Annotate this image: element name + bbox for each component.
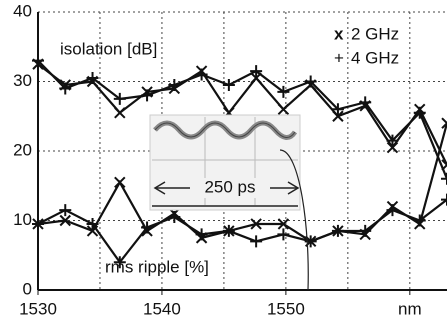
page: 250 ps isolation [dB] rms ripple [%] 0 10… — [0, 0, 447, 320]
chart: 250 ps isolation [dB] rms ripple [%] 0 10… — [0, 0, 447, 320]
annotation: rms ripple [%] — [105, 257, 209, 276]
marker — [115, 108, 125, 118]
marker — [277, 228, 289, 240]
marker — [59, 204, 71, 216]
y-tick-label: 0 — [23, 279, 32, 298]
annotation: isolation [dB] — [60, 39, 157, 58]
marker — [115, 177, 125, 187]
marker — [250, 235, 262, 247]
legend-label: 2 GHz — [351, 24, 399, 43]
x-tick-label: 1550 — [267, 299, 305, 318]
x-tick-label: 1540 — [143, 299, 181, 318]
marker — [278, 104, 288, 114]
marker — [441, 173, 447, 185]
legend-symbol: + — [334, 48, 344, 67]
legend-symbol: x — [334, 24, 344, 43]
marker — [196, 228, 208, 240]
inset-label: 250 ps — [204, 177, 255, 196]
y-tick-label: 30 — [13, 71, 32, 90]
marker — [168, 211, 180, 223]
x-tick-label: 1530 — [19, 299, 57, 318]
x-tick-label: nm — [398, 299, 422, 318]
legend-label: 4 GHz — [351, 48, 399, 67]
y-tick-label: 10 — [13, 210, 32, 229]
y-tick-label: 20 — [13, 140, 32, 159]
y-tick-label: 40 — [13, 1, 32, 20]
marker — [223, 79, 235, 91]
